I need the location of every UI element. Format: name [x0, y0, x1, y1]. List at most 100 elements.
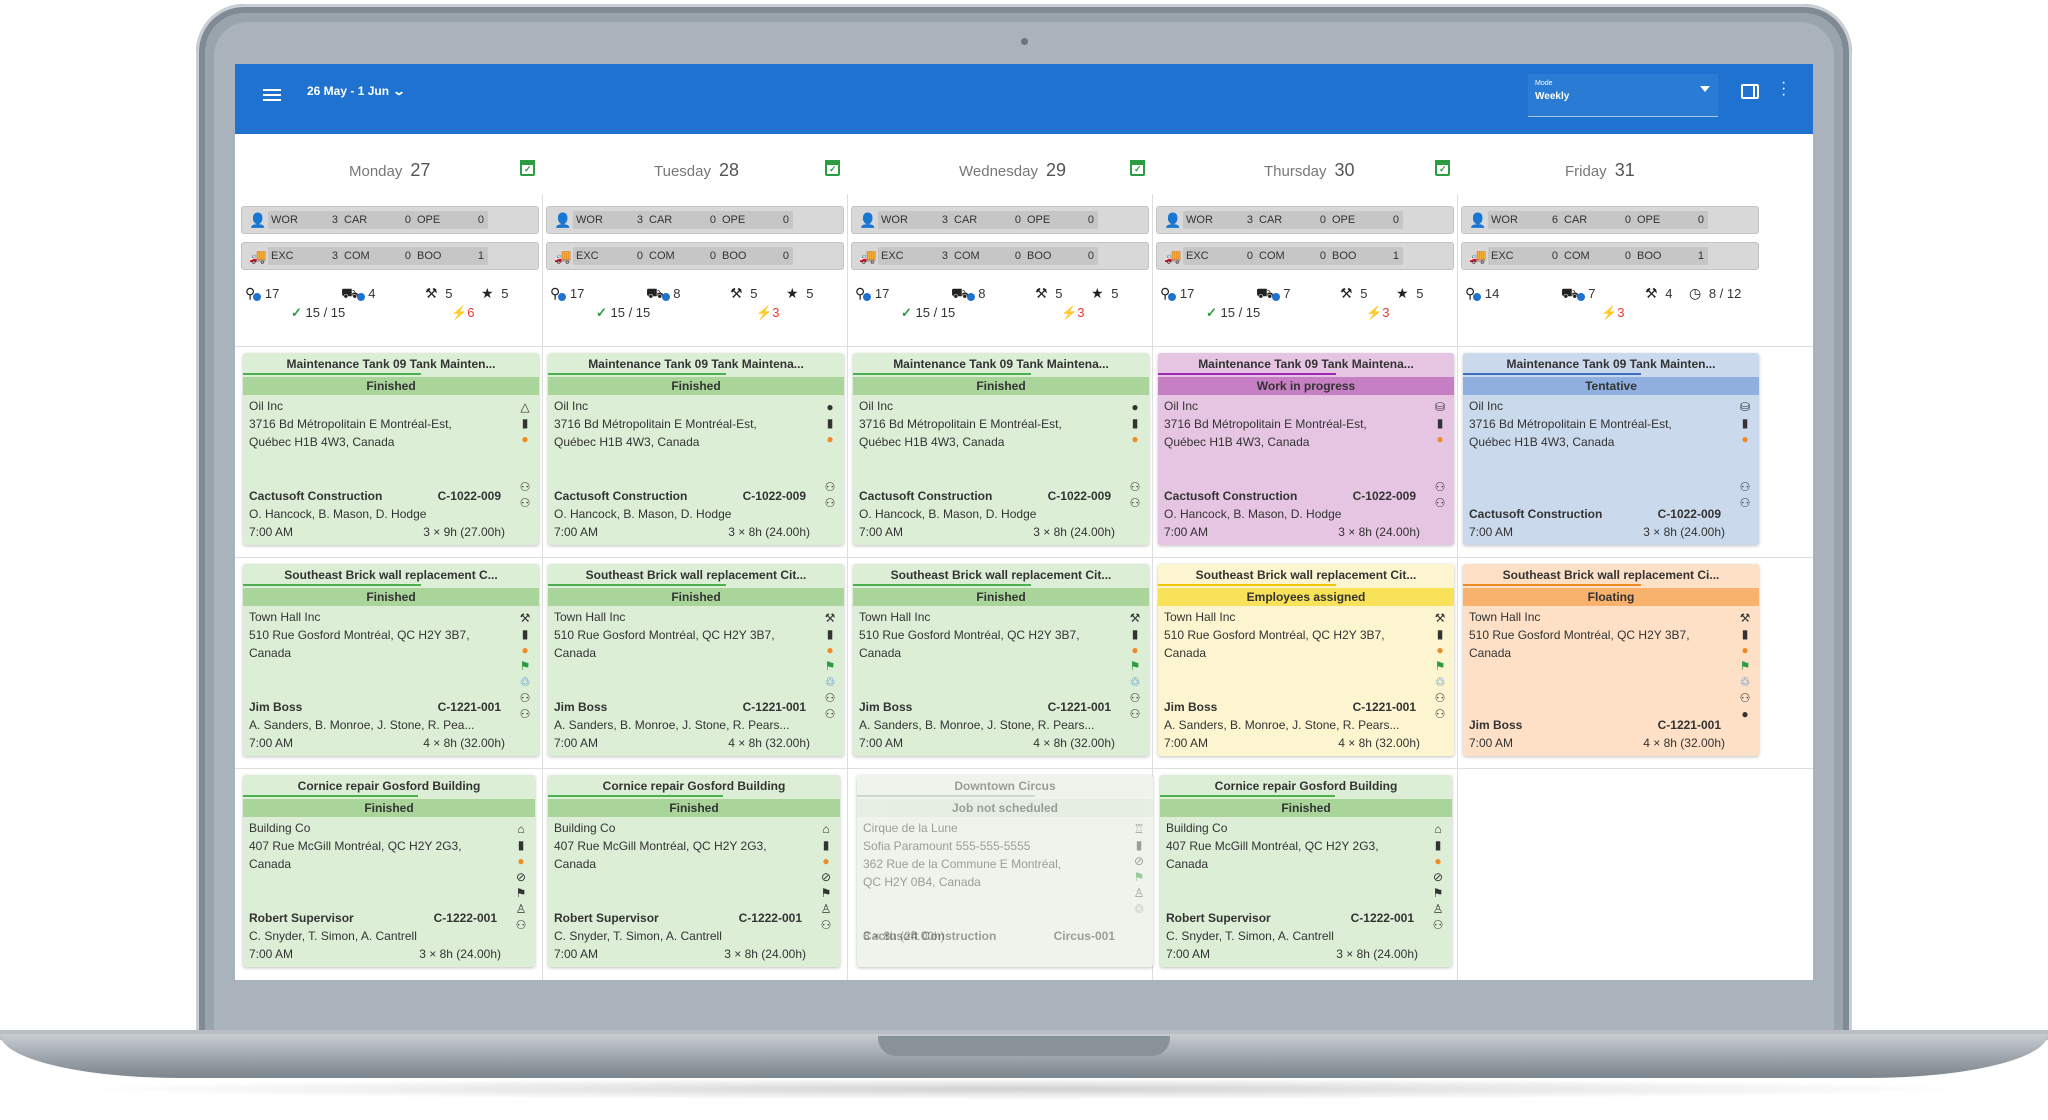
job-code: C-1221-001 — [742, 700, 806, 714]
resource-chip[interactable]: CAR 0 — [1256, 211, 1330, 229]
job-code: C-1221-001 — [437, 700, 501, 714]
duration: 3 × 8h (24.00h) — [1338, 525, 1420, 539]
status-dot-icon: ⊘ — [1133, 854, 1145, 868]
chip-value: 0 — [1624, 214, 1631, 226]
job-card[interactable]: Southeast Brick wall replacement Cit... E… — [1158, 564, 1454, 756]
document-icon: ▮ — [1436, 416, 1444, 430]
duration: 3 × 8h (24.00h) — [728, 525, 810, 539]
job-card[interactable]: Maintenance Tank 09 Tank Maintena... Work… — [1158, 353, 1454, 545]
attachment-icon: ⚑ — [824, 659, 836, 673]
date-range-selector[interactable]: 26 May - 1 Jun ⌄ — [307, 84, 406, 98]
resource-chip[interactable]: EXC 0 — [573, 247, 647, 265]
info-badge — [1473, 293, 1482, 301]
resource-summary-r2: 🚚 EXC 0 COM 0 BOO 1 — [1156, 242, 1454, 270]
job-card[interactable]: Cornice repair Gosford Building Finished B… — [243, 775, 535, 967]
resource-chip[interactable]: EXC 3 — [878, 247, 952, 265]
address-line-2: Québec H1B 4W3, Canada — [1469, 435, 1615, 449]
address-line-2: Canada — [249, 646, 292, 660]
assign-icon: ⚇ — [1129, 707, 1141, 721]
star-icon: ★ — [1091, 285, 1104, 301]
stat-item: ⚲ 14 — [1465, 285, 1499, 302]
assign-icon: ⚇ — [1432, 918, 1444, 932]
duration: 4 × 8h (32.00h) — [728, 736, 810, 750]
resource-chip[interactable]: BOO 1 — [414, 247, 488, 265]
job-card[interactable]: Southeast Brick wall replacement Ci... Fl… — [1463, 564, 1759, 756]
lightning-icon: ⚡ — [756, 305, 773, 320]
workers-icon: ⚲ — [1465, 285, 1476, 301]
duration: 3 × 8h (24.00h) — [724, 947, 806, 961]
resource-chip[interactable]: OPE 0 — [1634, 211, 1708, 229]
resource-chip[interactable]: BOO 1 — [1329, 247, 1403, 265]
resource-chip[interactable]: WOR 6 — [1488, 211, 1562, 229]
resource-chip[interactable]: COM 0 — [341, 247, 415, 265]
resource-chip[interactable]: COM 0 — [951, 247, 1025, 265]
job-card[interactable]: Maintenance Tank 09 Tank Mainten... Finis… — [243, 353, 539, 545]
crew-list: 3 × 8h (24.00h) — [863, 929, 945, 943]
mode-value: Weekly — [1535, 91, 1570, 102]
calendar-check-icon[interactable] — [825, 160, 840, 176]
resource-chip[interactable]: COM 0 — [1561, 247, 1635, 265]
start-time: 7:00 AM — [1164, 736, 1209, 750]
job-card[interactable]: Downtown Circus Job not scheduled Cirque d… — [857, 775, 1153, 967]
resource-chip[interactable]: WOR 3 — [878, 211, 952, 229]
resource-chip[interactable]: EXC 0 — [1183, 247, 1257, 265]
chip-value: 0 — [1246, 250, 1253, 262]
stat-value: 5 — [1055, 286, 1063, 301]
resource-chip[interactable]: OPE 0 — [719, 211, 793, 229]
resource-chip[interactable]: EXC 3 — [268, 247, 342, 265]
info-badge — [863, 293, 872, 301]
side-panel-icon[interactable] — [1741, 84, 1759, 99]
company-name: Jim Boss — [1469, 718, 1523, 732]
resource-chip[interactable]: OPE 0 — [1024, 211, 1098, 229]
job-card[interactable]: Southeast Brick wall replacement Cit... F… — [548, 564, 844, 756]
job-card[interactable]: Cornice repair Gosford Building Finished B… — [1160, 775, 1452, 967]
chip-value: 0 — [782, 250, 789, 262]
address-line-1: Sofia Paramount 555-555-5555 — [863, 839, 1031, 853]
resource-chip[interactable]: BOO 0 — [719, 247, 793, 265]
resource-chip[interactable]: WOR 3 — [1183, 211, 1257, 229]
mode-select[interactable]: Mode Weekly — [1528, 74, 1718, 117]
job-card[interactable]: Cornice repair Gosford Building Finished B… — [548, 775, 840, 967]
calendar-check-icon[interactable] — [1130, 160, 1145, 176]
resource-chip[interactable]: CAR 0 — [646, 211, 720, 229]
menu-icon[interactable] — [263, 86, 281, 108]
resource-chip[interactable]: COM 0 — [646, 247, 720, 265]
job-title: Southeast Brick wall replacement Cit... — [1195, 568, 1417, 582]
resource-chip[interactable]: BOO 0 — [1024, 247, 1098, 265]
camera — [1021, 38, 1028, 45]
alert-count: ⚡3 — [1061, 305, 1084, 321]
job-card[interactable]: Maintenance Tank 09 Tank Maintena... Fini… — [548, 353, 844, 545]
job-card[interactable]: Southeast Brick wall replacement Cit... F… — [853, 564, 1149, 756]
calendar-check-icon[interactable] — [1435, 160, 1450, 176]
tools-icon: ⚒ — [1340, 285, 1353, 301]
more-vert-icon[interactable]: · · · — [1781, 74, 1787, 103]
resource-chip[interactable]: OPE 0 — [1329, 211, 1403, 229]
resource-chip[interactable]: BOO 1 — [1634, 247, 1708, 265]
job-card[interactable]: Maintenance Tank 09 Tank Maintena... Fini… — [853, 353, 1149, 545]
resource-chip[interactable]: OPE 0 — [414, 211, 488, 229]
company-name: Cactusoft Construction — [863, 929, 997, 943]
resource-chip[interactable]: WOR 3 — [573, 211, 647, 229]
job-card[interactable]: Southeast Brick wall replacement C... Fin… — [243, 564, 539, 756]
chip-value: 0 — [1014, 250, 1021, 262]
tools-icon: ⚒ — [1035, 285, 1048, 301]
crew-icon: ⚇ — [1129, 480, 1141, 494]
resource-chip[interactable]: CAR 0 — [1561, 211, 1635, 229]
resource-chip[interactable]: CAR 0 — [341, 211, 415, 229]
assign-icon: ⚇ — [820, 918, 832, 932]
document-icon: ▮ — [826, 416, 834, 430]
calendar-check-icon[interactable] — [520, 160, 535, 176]
start-time: 7:00 AM — [1469, 525, 1514, 539]
resource-chip[interactable]: COM 0 — [1256, 247, 1330, 265]
resource-chip[interactable]: CAR 0 — [951, 211, 1025, 229]
resource-chip[interactable]: WOR 3 — [268, 211, 342, 229]
job-card[interactable]: Maintenance Tank 09 Tank Mainten... Tenta… — [1463, 353, 1759, 545]
duration: 3 × 8h (24.00h) — [1336, 947, 1418, 961]
day-number: 30 — [1334, 160, 1355, 180]
chip-key: EXC — [1186, 250, 1209, 262]
company-name: Jim Boss — [859, 700, 913, 714]
crew-list: C. Snyder, T. Simon, A. Cantrell — [249, 929, 417, 943]
job-code: Circus-001 — [1053, 929, 1115, 943]
address-line-1: 510 Rue Gosford Montréal, QC H2Y 3B7, — [1164, 628, 1385, 642]
resource-chip[interactable]: EXC 0 — [1488, 247, 1562, 265]
